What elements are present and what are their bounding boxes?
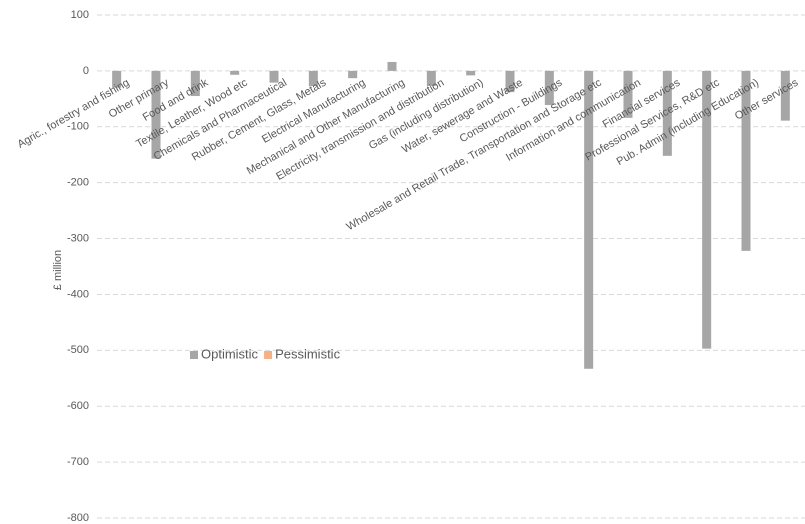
y-tick-label: -100 — [67, 121, 89, 133]
legend-label: Pessimistic — [275, 346, 341, 361]
y-axis-label: £ million — [52, 250, 64, 290]
y-tick-label: 100 — [71, 9, 89, 21]
bar — [623, 70, 633, 118]
bar — [151, 70, 161, 159]
y-tick-label: 0 — [83, 65, 89, 77]
bar — [466, 70, 476, 76]
bar — [780, 70, 790, 121]
bar — [112, 70, 122, 88]
legend-swatch — [264, 351, 273, 359]
bar — [544, 70, 554, 105]
bar — [702, 70, 712, 349]
y-tick-label: -500 — [67, 344, 89, 356]
bar — [348, 70, 358, 79]
bar — [387, 61, 397, 71]
y-tick-label: -400 — [67, 288, 89, 300]
y-tick-label: -200 — [67, 177, 89, 189]
y-tick-label: -300 — [67, 232, 89, 244]
y-tick-label: -700 — [67, 456, 89, 468]
y-tick-label: -800 — [67, 512, 89, 524]
bar — [741, 70, 751, 251]
bar — [308, 70, 318, 86]
legend-swatch — [190, 351, 198, 359]
bar — [505, 70, 515, 93]
bar — [426, 70, 436, 86]
legend-label: Optimistic — [201, 346, 259, 361]
y-tick-label: -600 — [67, 400, 89, 412]
bar — [230, 70, 240, 75]
bar — [269, 70, 279, 83]
bar — [662, 70, 672, 156]
bar — [584, 70, 594, 369]
bar — [190, 70, 200, 97]
